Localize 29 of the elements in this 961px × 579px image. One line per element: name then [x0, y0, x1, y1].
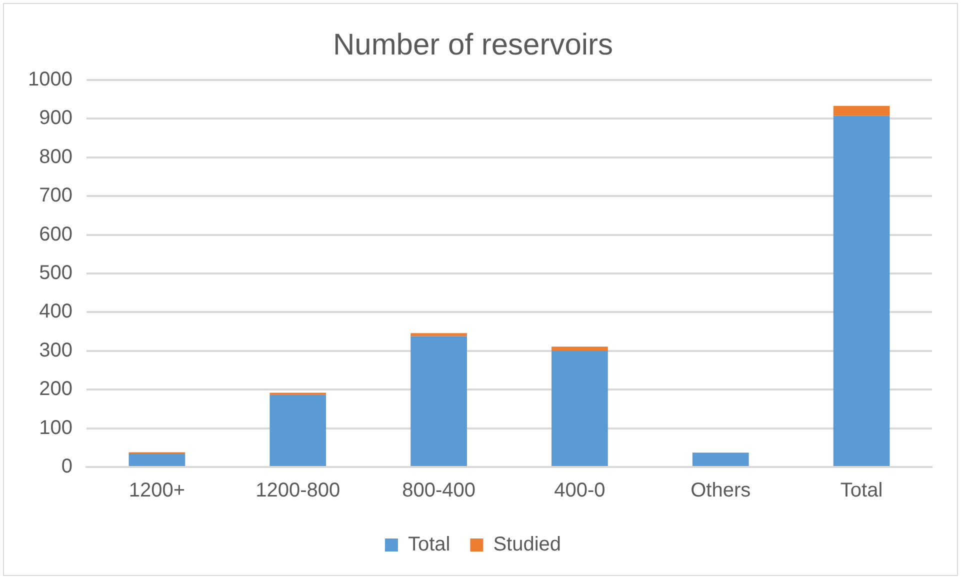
bar	[833, 116, 890, 466]
y-tick-label: 0	[61, 456, 72, 478]
legend-label: Total	[408, 534, 450, 556]
y-tick-label: 100	[39, 416, 72, 439]
bar	[410, 333, 467, 336]
bar	[552, 350, 608, 466]
x-tick-label: Total	[840, 480, 883, 502]
y-tick-label: 300	[39, 339, 72, 362]
y-tick-label: 1000	[28, 68, 72, 91]
bar	[128, 453, 186, 466]
y-tick-label: 200	[39, 378, 72, 400]
bar	[692, 452, 749, 466]
y-tick-label: 700	[39, 184, 72, 207]
legend-label: Studied	[493, 534, 562, 556]
x-tick-label: Others	[690, 480, 751, 502]
y-tick-label: 500	[39, 262, 72, 284]
x-tick-label: 800-400	[402, 480, 476, 502]
x-tick-label: 1200+	[128, 480, 186, 502]
chart-title: Number of reservoirs	[332, 28, 614, 62]
y-tick-label: 400	[39, 300, 72, 323]
y-tick-label: 900	[39, 107, 72, 130]
bar	[270, 394, 326, 466]
x-tick-label: 1200-800	[256, 480, 340, 502]
x-tick-label: 400-0	[554, 480, 606, 502]
bar	[552, 346, 608, 351]
bar	[410, 336, 467, 466]
y-tick-label: 600	[39, 223, 72, 246]
bar	[833, 106, 890, 116]
y-tick-label: 800	[39, 146, 72, 168]
